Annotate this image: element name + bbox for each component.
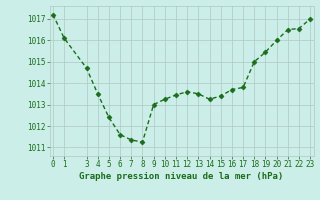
X-axis label: Graphe pression niveau de la mer (hPa): Graphe pression niveau de la mer (hPa) xyxy=(79,172,284,181)
